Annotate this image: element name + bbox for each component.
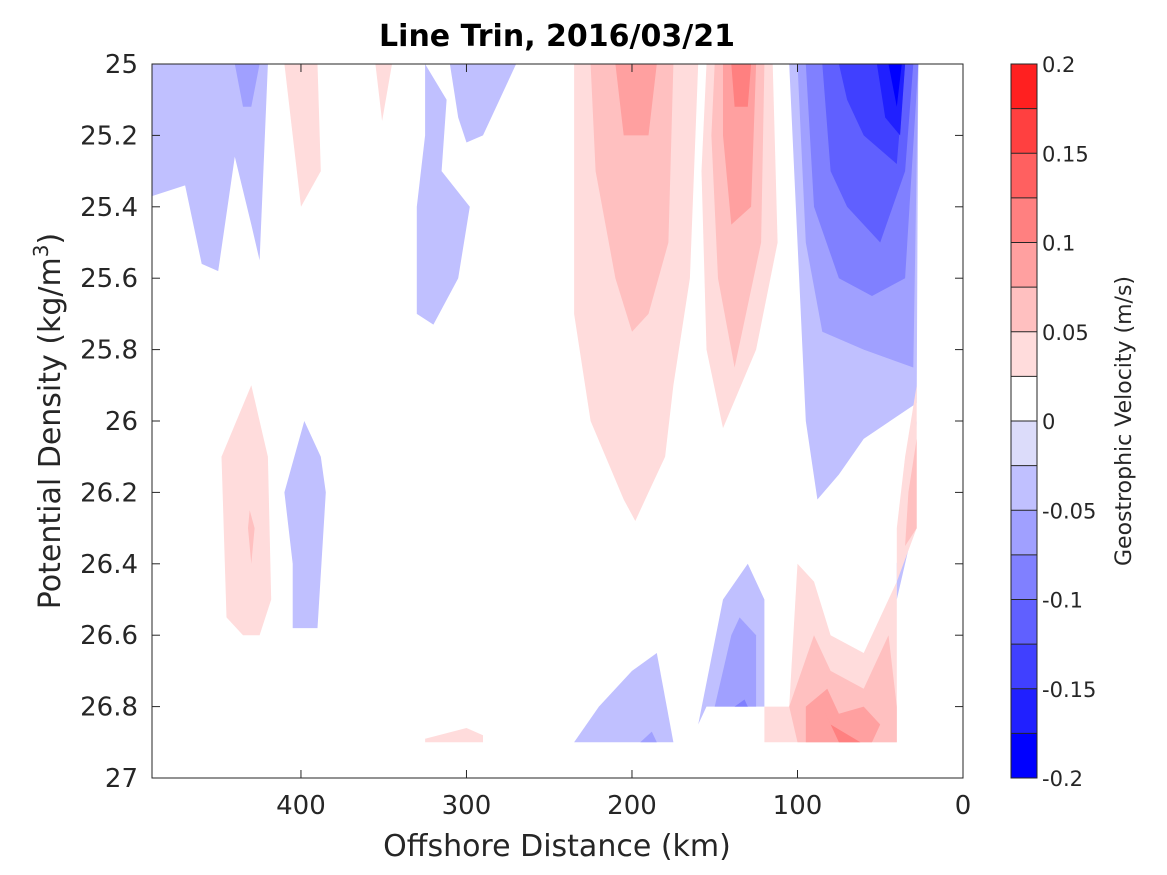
contour-region-5	[449, 64, 517, 143]
y-tick-label: 26	[105, 407, 138, 437]
y-tick-label: 26.6	[80, 621, 138, 651]
colorbar-tick-label: -0.05	[1042, 499, 1096, 523]
colorbar: 0.2 0.15 0.1 0.05 0 -0.05 -0.1 -0.15 -0.2	[1010, 53, 1096, 791]
plot-area	[151, 63, 964, 779]
y-tick-label: 25.4	[80, 193, 138, 223]
y-tick-label: 25.2	[80, 121, 138, 151]
contour-region-32	[822, 706, 861, 743]
contour-region-7	[590, 64, 674, 332]
colorbar-swatch	[1011, 287, 1037, 332]
contour-region-24	[574, 653, 674, 743]
colorbar-swatch	[1011, 510, 1037, 555]
colorbar-tick-label: 0.1	[1042, 232, 1075, 256]
x-axis-label: Offshore Distance (km)	[383, 829, 731, 864]
contour-region-0	[152, 64, 268, 272]
y-tick-label: 25	[105, 50, 138, 80]
x-tick-label: 400	[276, 791, 326, 821]
y-tick-label: 26.4	[80, 550, 138, 580]
contour-region-2	[284, 64, 321, 207]
contour-region-31	[805, 688, 881, 743]
contour-region-20	[221, 385, 272, 636]
x-tick-label: 0	[955, 791, 972, 821]
colorbar-swatch	[1011, 153, 1037, 198]
y-tick-label: 25.6	[80, 264, 138, 294]
colorbar-swatch	[1011, 688, 1037, 734]
contour-region-12	[731, 64, 752, 107]
y-axis-label: Potential Density (kg/m3)	[29, 233, 68, 609]
x-tick-label: 100	[773, 791, 823, 821]
colorbar-swatch	[1011, 331, 1037, 377]
colorbar-tick-label: 0.2	[1042, 53, 1075, 77]
contour-region-8	[615, 64, 657, 136]
colorbar-label: Geostrophic Velocity (m/s)	[1112, 276, 1137, 566]
colorbar-swatch	[1011, 465, 1037, 511]
contour-regions	[152, 64, 919, 743]
contour-region-25	[640, 731, 657, 743]
contour-region-27	[714, 617, 757, 707]
contour-region-35	[905, 438, 917, 546]
colorbar-swatch	[1011, 64, 1037, 109]
contour-region-21	[248, 510, 255, 564]
contour-region-28	[734, 699, 748, 707]
y-axis-label-main: Potential Density (kg/m	[33, 257, 68, 609]
colorbar-tick-label: 0	[1042, 410, 1055, 434]
x-tick-label: 300	[442, 791, 492, 821]
colorbar-swatch	[1011, 197, 1037, 243]
colorbar-tick-label: -0.15	[1042, 678, 1096, 702]
colorbar-swatch	[1011, 733, 1037, 778]
colorbar-frame	[1010, 63, 1038, 779]
x-axis: 400 300 200 100 0	[276, 64, 971, 821]
x-tick-label: 200	[607, 791, 657, 821]
colorbar-tick-label: -0.1	[1042, 589, 1083, 613]
y-tick-label: 25.8	[80, 336, 138, 366]
y-tick-label: 26.8	[80, 693, 138, 723]
y-axis-label-sup: 3	[29, 244, 53, 257]
y-tick-label: 26.2	[80, 478, 138, 508]
contour-region-3	[375, 64, 392, 122]
colorbar-tick-label: 0.05	[1042, 321, 1089, 345]
contour-region-23	[425, 728, 483, 743]
y-tick-label: 27	[105, 764, 138, 794]
colorbar-tick-label: 0.15	[1042, 142, 1089, 166]
contour-region-4	[416, 64, 470, 325]
colorbar-swatch	[1011, 421, 1037, 466]
colorbar-swatch	[1011, 108, 1037, 154]
contour-region-1	[234, 64, 260, 107]
y-axis-label-close: )	[33, 233, 68, 245]
contour-region-19	[888, 64, 902, 107]
colorbar-swatch	[1011, 554, 1037, 600]
colorbar-swatch	[1011, 376, 1037, 421]
colorbar-swatch	[1011, 599, 1037, 645]
y-axis: 25 25.2 25.4 25.6 25.8 26 26.2 26.4 26.6 26.8 27	[80, 50, 963, 794]
colorbar-tick-label: -0.2	[1042, 767, 1083, 791]
chart-title: Line Trin, 2016/03/21	[379, 19, 735, 54]
contour-region-22	[284, 421, 326, 629]
colorbar-swatch	[1011, 242, 1037, 288]
colorbar-swatch	[1011, 644, 1037, 689]
